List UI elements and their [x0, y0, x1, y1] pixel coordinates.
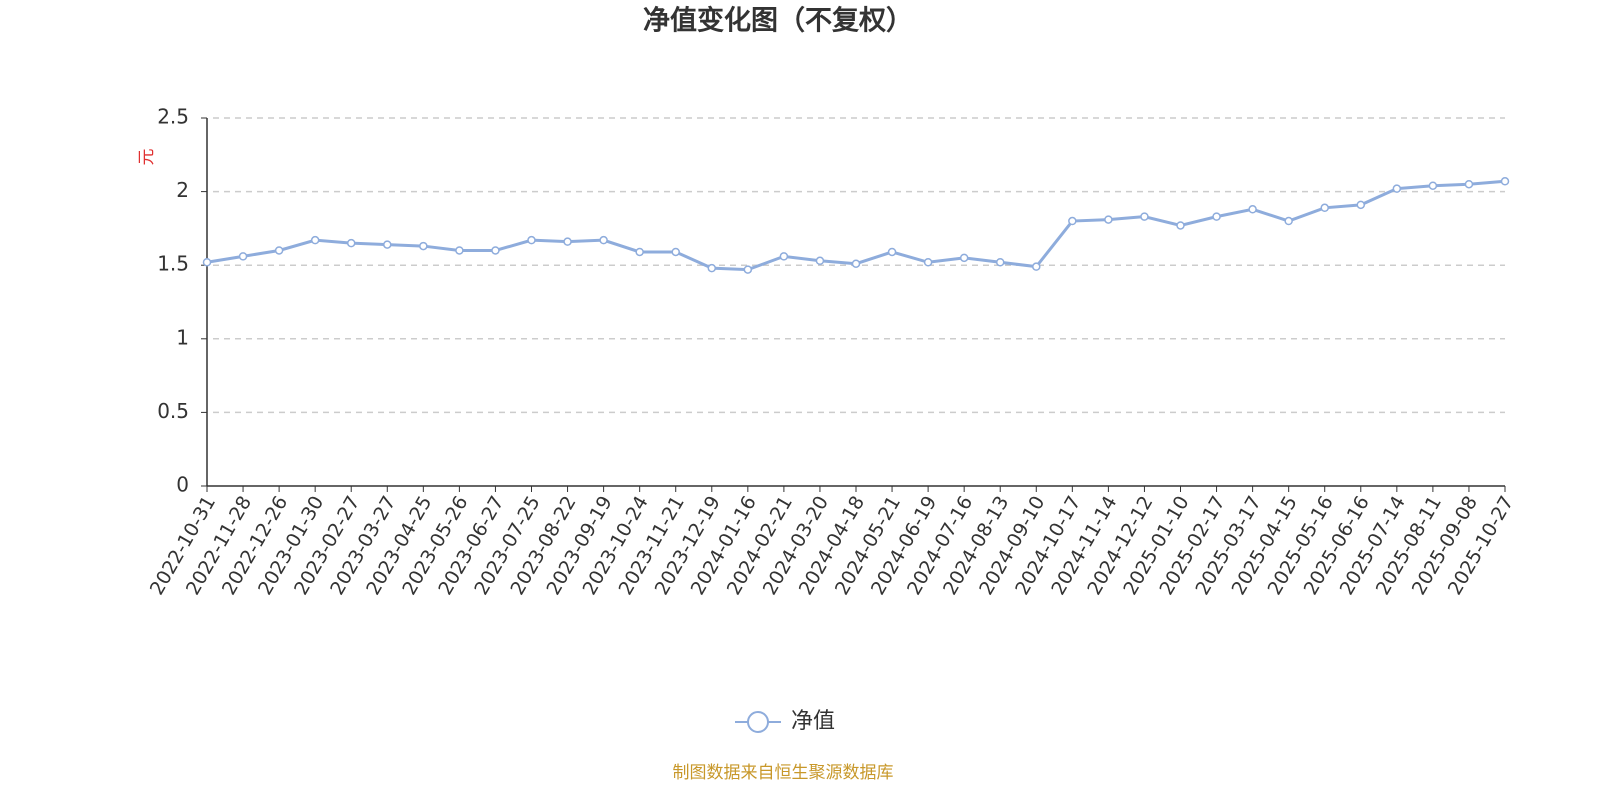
y-tick-label: 0.5 — [157, 399, 189, 423]
point — [419, 241, 428, 251]
point — [1320, 203, 1329, 213]
point — [1284, 216, 1293, 226]
point — [887, 247, 897, 257]
y-tick-label: 2 — [176, 178, 189, 202]
point — [959, 253, 969, 263]
point — [1104, 215, 1113, 224]
point — [1464, 179, 1474, 189]
point — [1392, 184, 1402, 193]
point — [1500, 177, 1510, 186]
point — [1248, 205, 1257, 214]
chart-title: 净值变化图（不复权） — [643, 5, 913, 37]
point — [1176, 221, 1185, 230]
point — [635, 247, 644, 257]
point — [779, 252, 789, 261]
point — [563, 237, 572, 246]
point — [995, 258, 1005, 267]
point — [1212, 212, 1221, 221]
y-tick-label: 1.5 — [157, 252, 189, 276]
point — [310, 235, 320, 245]
point — [346, 238, 356, 248]
point — [383, 240, 392, 249]
point — [1428, 181, 1438, 190]
point — [1068, 216, 1077, 226]
point — [527, 235, 536, 245]
point — [202, 258, 212, 267]
y-axis-label: 元 — [137, 149, 157, 166]
point — [1356, 200, 1366, 210]
line — [206, 179, 1506, 272]
point — [707, 263, 717, 273]
legend-label: 净值 — [791, 709, 835, 734]
y-tick-label: 1 — [176, 325, 189, 349]
point — [599, 235, 608, 245]
point — [274, 246, 284, 255]
y-tick-label: 0 — [176, 473, 189, 497]
y-tick-label: 2.5 — [157, 105, 189, 129]
point — [455, 246, 464, 255]
legend-marker — [747, 711, 769, 733]
point — [1032, 262, 1041, 271]
point — [743, 265, 753, 274]
point — [851, 259, 861, 268]
point — [491, 246, 500, 255]
point — [815, 256, 825, 266]
point — [671, 247, 680, 257]
source-note: 制图数据来自恒生聚源数据库 — [673, 763, 894, 783]
point — [923, 258, 933, 267]
point — [1140, 212, 1149, 221]
point — [238, 252, 248, 261]
